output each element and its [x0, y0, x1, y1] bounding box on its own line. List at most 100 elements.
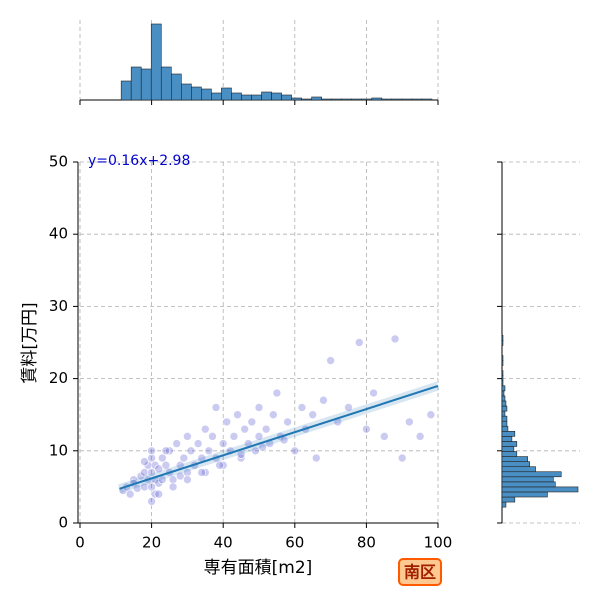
point: [161, 460, 171, 470]
histogram-bar: [501, 451, 518, 457]
point: [283, 417, 292, 427]
histogram-bar: [140, 68, 152, 101]
histogram-bar: [501, 441, 518, 447]
histogram-bar: [201, 88, 212, 101]
histogram-bar: [191, 86, 202, 101]
histogram-bar: [501, 355, 504, 361]
histogram-bar: [160, 66, 172, 101]
histogram-bar: [391, 98, 403, 101]
point: [147, 497, 156, 506]
point: [143, 460, 153, 470]
histogram-bar: [381, 98, 393, 101]
point: [165, 446, 174, 456]
histogram-bar: [501, 456, 528, 462]
point: [208, 432, 217, 441]
point: [201, 424, 210, 434]
y-axis-label: 賃料[万円]: [20, 302, 40, 383]
x-tick-label: 40: [214, 534, 233, 552]
point: [161, 446, 171, 456]
histogram-bar: [501, 436, 513, 442]
point: [311, 453, 321, 463]
point: [125, 489, 135, 499]
point: [197, 468, 207, 477]
histogram-bar: [261, 91, 272, 101]
histogram-bar: [211, 92, 222, 101]
histogram-bar: [501, 420, 508, 427]
fit-line: [119, 385, 439, 490]
x-tick-label: 80: [357, 534, 376, 552]
histogram-bar: [120, 80, 132, 101]
y-tick-label: 10: [49, 441, 68, 459]
histogram-bar: [501, 486, 579, 493]
point: [254, 403, 264, 412]
histogram-bar: [501, 400, 507, 407]
point: [132, 484, 142, 493]
histogram-bar: [421, 98, 433, 101]
histogram-bar: [501, 410, 506, 417]
histogram-bar: [501, 380, 504, 387]
point: [354, 338, 364, 347]
point: [183, 475, 192, 484]
point: [201, 468, 210, 477]
point: [254, 432, 264, 441]
y-tick-label: 0: [58, 514, 68, 532]
point: [154, 478, 164, 488]
histogram-bar: [351, 98, 363, 101]
histogram-bar: [501, 415, 508, 422]
histogram-bar: [501, 446, 515, 452]
histogram-bar: [341, 98, 353, 101]
histogram-bar: [501, 471, 562, 478]
point: [319, 395, 328, 405]
point: [247, 417, 257, 427]
point: [218, 439, 228, 448]
point: [172, 439, 181, 448]
point: [140, 482, 149, 492]
x-axis-label: 専有面積[m2]: [204, 558, 313, 578]
point: [233, 410, 242, 420]
histogram-bar: [501, 340, 504, 346]
point: [179, 453, 189, 463]
histogram-bar: [501, 481, 556, 488]
point: [175, 471, 185, 481]
histogram-bar: [501, 431, 516, 437]
histogram-bar: [181, 83, 192, 101]
point: [136, 471, 146, 481]
histogram-bar: [150, 23, 162, 101]
histogram-bar: [501, 461, 530, 467]
histogram-bar: [401, 98, 413, 101]
point: [147, 453, 156, 463]
point: [369, 388, 378, 398]
point: [397, 453, 407, 463]
x-tick-label: 0: [75, 534, 85, 552]
x-tick-label: 100: [424, 534, 453, 552]
point: [154, 464, 164, 474]
point: [193, 439, 203, 448]
point: [261, 424, 271, 434]
x-tick-label: 20: [142, 534, 161, 552]
y-tick-label: 20: [49, 369, 68, 387]
point: [222, 417, 232, 427]
x-tick-label: 60: [285, 534, 304, 552]
point: [390, 334, 400, 344]
y-tick-label: 40: [49, 225, 68, 243]
point: [140, 457, 149, 466]
histogram-bar: [501, 491, 548, 498]
histogram-bar: [271, 92, 282, 101]
point: [379, 432, 389, 441]
point: [211, 403, 221, 412]
point: [150, 460, 160, 470]
histogram-bar: [221, 87, 232, 101]
histogram-bar: [501, 405, 508, 412]
histogram-bar: [361, 98, 373, 101]
point: [344, 403, 353, 412]
point: [269, 410, 278, 420]
histogram-bar: [291, 97, 302, 101]
point: [236, 453, 246, 463]
point: [183, 468, 192, 477]
point: [272, 388, 282, 398]
histogram-bar: [501, 370, 504, 377]
histogram-bar: [231, 92, 242, 101]
point: [168, 482, 178, 492]
histogram-bar: [301, 98, 312, 101]
